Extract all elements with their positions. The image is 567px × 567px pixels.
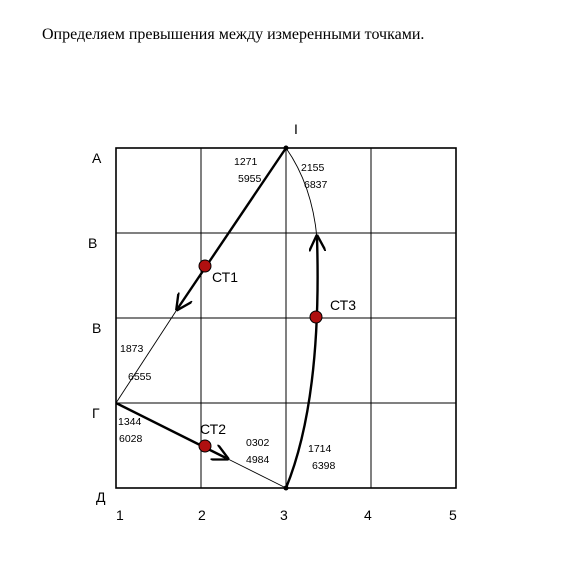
reading-value: 1271 bbox=[234, 156, 258, 168]
route-arrow-st1 bbox=[178, 147, 287, 308]
reading-value: 1873 bbox=[120, 343, 144, 355]
station-label: СТ3 bbox=[330, 297, 356, 313]
route-segment bbox=[285, 147, 318, 239]
row-label: Г bbox=[92, 405, 100, 421]
grid bbox=[115, 147, 457, 489]
reading-value: 1344 bbox=[118, 416, 142, 428]
col-label: 4 bbox=[364, 507, 372, 523]
route-arrow-st3 bbox=[284, 238, 318, 489]
page-heading: Определяем превышения между измеренными … bbox=[42, 26, 425, 43]
reading-value: 5955 bbox=[238, 173, 262, 185]
route-segment bbox=[225, 457, 287, 489]
station-marker bbox=[198, 439, 212, 453]
route-segment bbox=[115, 307, 179, 404]
reading-value: 1714 bbox=[308, 443, 332, 455]
reading-value: 2155 bbox=[301, 162, 325, 174]
row-label: В bbox=[92, 320, 101, 336]
col-label: 2 bbox=[198, 507, 206, 523]
row-label: В bbox=[88, 235, 97, 251]
reading-value: 6555 bbox=[128, 371, 152, 383]
col-label: 1 bbox=[116, 507, 124, 523]
station-marker bbox=[198, 259, 212, 273]
row-label: Д bbox=[96, 489, 106, 505]
station-label: СТ2 bbox=[200, 421, 226, 437]
point-bottom bbox=[283, 485, 289, 491]
reading-value: 6837 bbox=[304, 179, 328, 191]
col-label: 5 bbox=[449, 507, 457, 523]
route-thin bbox=[115, 147, 318, 489]
row-label: А bbox=[92, 150, 102, 166]
reading-value: 4984 bbox=[246, 454, 270, 466]
top-label: I bbox=[294, 121, 298, 137]
col-label: 3 bbox=[280, 507, 288, 523]
station-label: СТ1 bbox=[212, 269, 238, 285]
station-marker bbox=[309, 310, 323, 324]
point-top bbox=[283, 145, 289, 151]
reading-value: 6398 bbox=[312, 460, 336, 472]
reading-value: 6028 bbox=[119, 433, 143, 445]
reading-value: 0302 bbox=[246, 437, 270, 449]
